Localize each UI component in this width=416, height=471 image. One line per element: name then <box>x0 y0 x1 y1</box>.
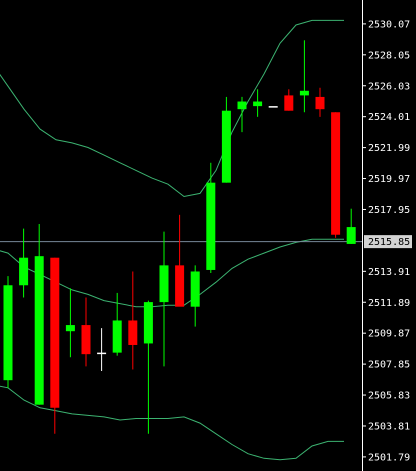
candle-body <box>175 265 185 307</box>
candle <box>19 228 29 298</box>
bollinger-upper-band <box>0 19 344 198</box>
candle <box>65 288 75 358</box>
price-tick-label: 2505.83 <box>368 391 410 402</box>
price-tick-label: 2503.81 <box>368 421 410 432</box>
price-tick-label: 2501.79 <box>368 452 410 463</box>
candle-body <box>190 271 200 307</box>
candle <box>268 106 278 108</box>
candle <box>315 87 325 117</box>
candle-body <box>284 95 294 111</box>
candle <box>34 224 44 405</box>
price-tick-label: 2530.07 <box>368 19 410 30</box>
candle <box>346 208 356 244</box>
candle-body <box>128 320 138 345</box>
candle-body <box>81 325 91 355</box>
candle-body <box>299 90 309 96</box>
candle-body <box>143 302 153 344</box>
price-axis: 2530.07 2528.05 2526.03 2524.01 2521.99 2519.… <box>362 19 410 463</box>
candle <box>253 89 263 117</box>
price-tick-label: 2519.97 <box>368 174 410 185</box>
candle <box>206 162 216 274</box>
candle-body <box>112 320 122 353</box>
candle-body <box>50 257 60 408</box>
candle <box>3 276 13 388</box>
price-tick-label: 2513.91 <box>368 267 410 278</box>
price-tick-label: 2517.95 <box>368 205 410 216</box>
candle <box>143 300 153 434</box>
price-tick-label: 2526.03 <box>368 81 410 92</box>
candle <box>112 292 122 356</box>
candles <box>3 40 356 434</box>
current-price-label-box <box>364 235 412 249</box>
candle <box>299 40 309 113</box>
current-price-label: 2515.85 <box>364 235 412 249</box>
candle <box>159 231 169 367</box>
candle-body <box>331 112 341 235</box>
candle-body <box>346 227 356 244</box>
candle-body <box>253 101 263 107</box>
candle <box>221 96 231 183</box>
candle <box>284 89 294 111</box>
bollinger-lower-band <box>0 385 344 461</box>
candle <box>237 96 247 133</box>
candle-body <box>315 96 325 110</box>
candle-body <box>19 257 29 286</box>
price-tick-label: 2511.89 <box>368 298 410 309</box>
candle <box>331 112 341 238</box>
candle-body <box>206 182 216 270</box>
candle-body <box>159 265 169 303</box>
price-tick-label: 2521.99 <box>368 143 410 154</box>
candle <box>175 214 185 307</box>
candle <box>50 257 60 434</box>
candle-body <box>268 106 278 108</box>
price-tick-label: 2528.05 <box>368 50 410 61</box>
price-tick-label: 2524.01 <box>368 112 410 123</box>
candle-body <box>3 285 13 381</box>
candle-body <box>221 110 231 183</box>
candle-body <box>65 325 75 332</box>
candle <box>190 265 200 327</box>
price-tick-label: 2507.85 <box>368 360 410 371</box>
candle-body <box>237 101 247 110</box>
current-price-label-text: 2515.85 <box>368 237 410 248</box>
candle-body <box>97 352 107 355</box>
candle <box>81 297 91 367</box>
price-tick-label: 2509.87 <box>368 329 410 340</box>
candle <box>97 328 107 372</box>
candle-body <box>34 256 44 405</box>
candle <box>128 271 138 370</box>
